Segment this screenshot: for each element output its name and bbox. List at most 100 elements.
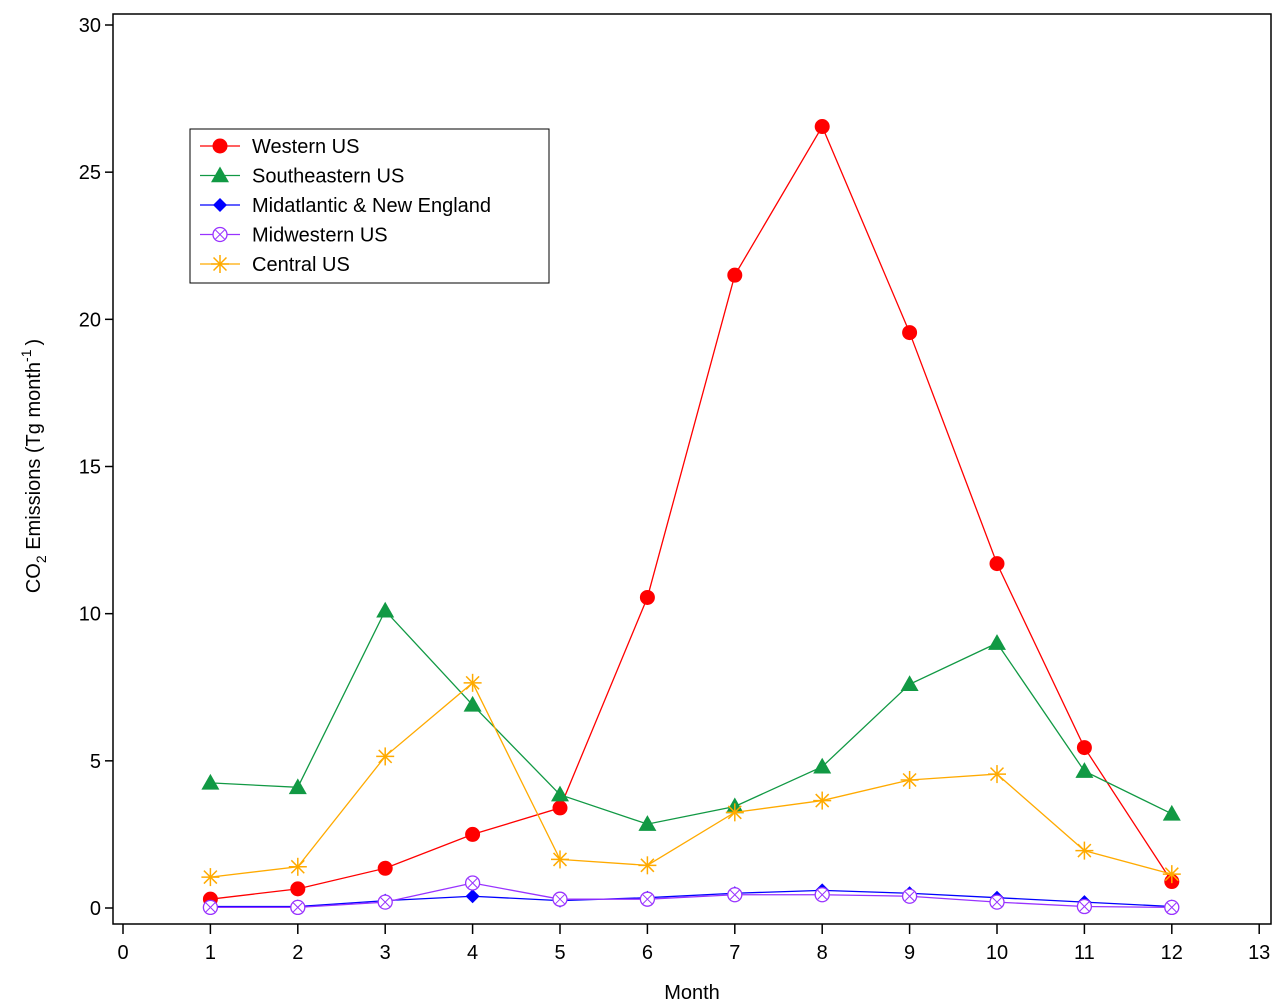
- data-point: [813, 791, 832, 810]
- data-point: [290, 899, 306, 916]
- legend-label: Midwestern US: [252, 225, 388, 247]
- marker-cross: [817, 889, 828, 900]
- data-point: [465, 826, 481, 842]
- data-point: [813, 757, 832, 774]
- marker-cross: [215, 229, 225, 240]
- y-axis: 0 5 10 15 20 25 30: [79, 15, 113, 920]
- marker-cross: [380, 897, 391, 907]
- marker-stroke: [465, 675, 480, 690]
- data-point: [988, 765, 1006, 784]
- data-point: [814, 887, 830, 903]
- series-central-us: [201, 673, 1181, 887]
- x-tick-label: 5: [554, 942, 565, 964]
- data-point: [900, 770, 919, 789]
- x-axis-title: Month: [664, 982, 720, 1002]
- x-tick-label: 11: [1074, 942, 1095, 964]
- legend-swatch-marker: [212, 226, 228, 243]
- data-point: [1075, 841, 1094, 860]
- data-point: [639, 589, 655, 605]
- y-tick-label: 5: [90, 751, 101, 773]
- x-tick-label: 13: [1248, 942, 1270, 964]
- data-point: [725, 803, 744, 822]
- series-southeastern-us: [201, 601, 1181, 831]
- marker-cross: [642, 894, 653, 905]
- marker-cross: [1166, 902, 1177, 913]
- data-point: [814, 119, 830, 135]
- data-point: [290, 881, 306, 897]
- data-point: [988, 634, 1006, 650]
- marker-cross: [904, 891, 915, 902]
- series-layer: [201, 119, 1181, 916]
- data-point: [202, 899, 219, 916]
- x-axis: 0 1 2 3 4 5 6 7 8 9 10 11 12 13: [117, 924, 1270, 964]
- marker-stroke: [1164, 867, 1179, 882]
- data-point: [464, 875, 481, 891]
- data-point: [552, 800, 568, 816]
- data-point: [551, 785, 569, 802]
- x-tick-label: 10: [986, 942, 1008, 964]
- legend-swatch-marker: [212, 138, 228, 154]
- data-point: [288, 857, 307, 876]
- data-point: [902, 325, 918, 341]
- y-tick-label: 30: [79, 15, 101, 37]
- marker-cross: [729, 889, 740, 900]
- series-midwestern-us: [202, 875, 1180, 916]
- data-point: [465, 889, 480, 904]
- data-point: [989, 894, 1005, 910]
- data-point: [377, 894, 393, 910]
- legend-item: Midwestern US: [200, 225, 388, 247]
- x-tick-label: 1: [205, 942, 216, 964]
- legend-label: Midatlantic & New England: [252, 195, 491, 217]
- series-line: [210, 609, 1173, 825]
- y-tick-label: 10: [79, 604, 101, 626]
- legend-swatch-marker: [211, 255, 229, 273]
- y-tick-label: 15: [79, 457, 101, 479]
- series-midatlantic-and-new-england: [203, 883, 1179, 914]
- marker-stroke: [902, 772, 917, 787]
- marker-stroke: [815, 793, 830, 808]
- x-tick-label: 3: [380, 942, 391, 964]
- y-axis-title-superscript: -1: [18, 349, 34, 362]
- legend-swatch-marker: [211, 166, 229, 183]
- x-tick-label: 8: [817, 942, 828, 964]
- y-axis-title-subscript: 2: [33, 555, 49, 563]
- legend-label: Southeastern US: [252, 166, 404, 188]
- data-point: [201, 773, 220, 790]
- y-tick-label: 0: [90, 898, 101, 920]
- legend-item: Western US: [200, 136, 359, 158]
- plot-frame: [112, 13, 1272, 925]
- data-point: [1076, 898, 1093, 915]
- data-point: [727, 887, 743, 903]
- y-axis-title-suffix: ): [23, 339, 45, 346]
- legend-item: Midatlantic & New England: [200, 195, 491, 217]
- marker-cross: [292, 902, 303, 913]
- data-point: [638, 856, 657, 875]
- data-point: [551, 850, 569, 869]
- data-point: [288, 778, 307, 795]
- data-point: [463, 673, 482, 692]
- x-tick-label: 9: [904, 942, 915, 964]
- series-line: [210, 882, 1172, 909]
- x-tick-label: 7: [729, 942, 740, 964]
- legend-swatch-marker: [213, 198, 227, 212]
- marker-stroke: [727, 805, 742, 820]
- y-axis-title-middle: Emissions (Tg month: [23, 362, 45, 555]
- y-axis-title-prefix: CO: [23, 563, 45, 593]
- marker-stroke: [203, 870, 218, 885]
- data-point: [1164, 899, 1180, 916]
- marker-cross: [555, 894, 565, 905]
- data-point: [989, 556, 1005, 572]
- marker-cross: [205, 902, 216, 913]
- data-point: [900, 675, 919, 692]
- series-line: [210, 125, 1173, 900]
- y-axis-title: CO2 Emissions (Tg month-1): [18, 339, 49, 593]
- data-point: [201, 868, 220, 887]
- data-point: [463, 695, 482, 712]
- series-line: [210, 889, 1172, 908]
- marker-stroke: [290, 859, 305, 874]
- marker-stroke: [378, 749, 393, 764]
- x-tick-label: 0: [117, 942, 128, 964]
- data-point: [1076, 740, 1092, 756]
